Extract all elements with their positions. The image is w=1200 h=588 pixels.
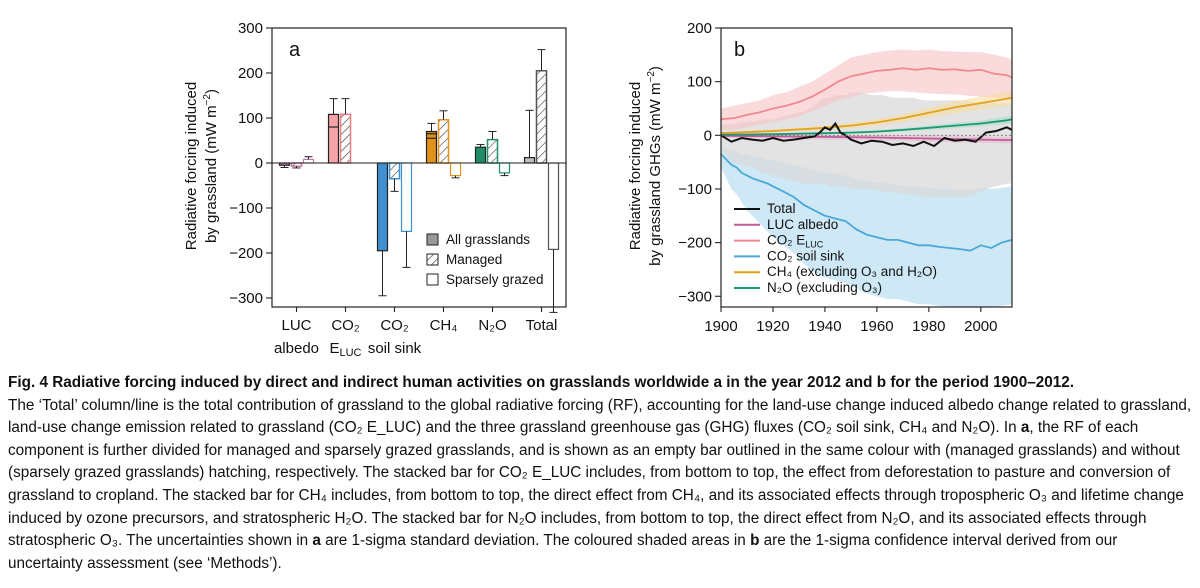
panel-a-axes: −300 −200 −100 0 100 200 300: [229, 20, 567, 312]
panel-b-frame: [720, 27, 1013, 308]
bar-hatch-4: [488, 140, 497, 163]
panel-a-ylabel: Radiative forcing induced by grassland (…: [183, 82, 220, 250]
x-tick-label: 2000: [964, 318, 997, 335]
bar-3-0: [425, 130, 438, 164]
panel-a-xlabels: LUC albedo CO₂ ELUC CO₂ soil sink CH₄ N₂O Total: [274, 317, 557, 359]
figure-caption: Fig. 4 Radiative forcing induced by dire…: [8, 372, 1196, 575]
caption-bold-a-2: a: [312, 532, 321, 550]
bar-hatch-0: [292, 163, 301, 166]
panel-b-ylabel: Radiative forcing induced by grassland G…: [627, 66, 664, 266]
caption-paragraph-2: the RF of each component is further divi…: [8, 419, 1184, 550]
y-tick-label: 0: [255, 155, 263, 172]
y-tick-label: −200: [678, 235, 712, 252]
legend-swatch: [426, 233, 439, 246]
legend-label: LUC albedo: [767, 217, 838, 232]
bar-2-0: [376, 162, 389, 252]
bar-hatch-5: [537, 71, 546, 163]
x-tick-label: 1900: [704, 318, 737, 335]
legend-swatch: [426, 273, 439, 286]
bar-4-0: [474, 146, 487, 164]
x-tick-label: 1960: [860, 318, 893, 335]
y-tick-label: 100: [687, 74, 712, 91]
x-tick-label-line1: CO₂: [331, 317, 360, 334]
legend-swatch: [426, 253, 439, 266]
x-tick-label-line1: N₂O: [478, 317, 506, 334]
legend-label: CH₄ (excluding O₃ and H₂O): [767, 264, 937, 279]
y-tick-label: 200: [687, 20, 712, 37]
confidence-band-0: [721, 92, 1012, 197]
confidence-band-4: [721, 90, 1012, 135]
x-tick-label-line1: CH₄: [430, 317, 458, 334]
panel-b-ylabel-line1: Radiative forcing induced: [627, 82, 644, 250]
y-tick-label: −100: [229, 200, 263, 217]
x-tick-label-line1: LUC: [281, 317, 311, 334]
bar-3-2: [449, 162, 462, 177]
bar-hatch-2: [390, 163, 399, 179]
panel-a-frame: [271, 27, 567, 308]
bar-5-2: [547, 162, 560, 251]
series-line-3: [720, 153, 1013, 252]
legend-label: CO₂ soil sink: [767, 248, 845, 263]
x-tick-label: 1980: [912, 318, 945, 335]
figure: −300 −200 −100 0 100 200 300 a Radiative forci…: [183, 20, 1013, 359]
x-tick-label: 1920: [756, 318, 789, 335]
y-tick-label: 100: [238, 110, 263, 127]
series-line-4: [720, 96, 1013, 135]
y-tick-label: −200: [229, 245, 263, 262]
panel-b-lines: [720, 67, 1013, 252]
confidence-band-3: [721, 146, 1012, 307]
caption-paragraph-3: are 1-sigma standard deviation. The colo…: [325, 532, 746, 550]
legend-label: N₂O (excluding O₃): [767, 280, 882, 295]
x-tick-label-line1: Total: [526, 317, 558, 334]
panel-b-ylabel-line2: by grassland GHGs (mW m−2): [646, 66, 664, 266]
caption-body: The ‘Total’ column/line is the total con…: [8, 396, 1192, 572]
x-tick-label: 1940: [808, 318, 841, 335]
bar-1-0: [327, 113, 340, 164]
y-tick-label: −300: [678, 288, 712, 305]
panel-a-label: a: [289, 39, 301, 61]
legend-label: Managed: [446, 252, 502, 267]
x-tick-label-line1: CO₂: [380, 317, 409, 334]
bar-4-2: [498, 162, 511, 174]
caption-bold-a-1: a: [1020, 419, 1030, 437]
x-tick-label-line2: albedo: [274, 340, 319, 357]
caption-bold-b: b: [750, 532, 760, 550]
panel-a: −300 −200 −100 0 100 200 300 a Radiative forci…: [183, 20, 567, 359]
caption-title: Fig. 4 Radiative forcing induced by dire…: [8, 374, 1074, 391]
series-line-0: [720, 121, 1013, 148]
panel-a-bars: [278, 49, 560, 313]
legend-label: All grasslands: [446, 232, 530, 247]
legend-label: Total: [767, 201, 796, 216]
y-tick-label: −100: [678, 181, 712, 198]
bar-hatch-1: [341, 115, 350, 163]
bar-2-2: [400, 162, 413, 233]
y-tick-label: 0: [704, 127, 712, 144]
legend-label: Sparsely grazed: [446, 272, 544, 287]
caption-paragraph-1: The ‘Total’ column/line is the total con…: [8, 396, 1192, 437]
bar-5-0: [523, 157, 536, 164]
panel-a-ylabel-line1: Radiative forcing induced: [183, 82, 200, 250]
series-line-5: [720, 118, 1013, 136]
y-tick-label: 300: [238, 20, 263, 37]
panel-a-ylabel-line2: by grassland (mW m−2): [202, 89, 220, 243]
panel-b-label: b: [734, 39, 745, 61]
series-line-1: [720, 134, 1013, 141]
series-line-2: [720, 67, 1013, 121]
y-tick-label: −300: [229, 290, 263, 307]
y-tick-label: 200: [238, 65, 263, 82]
panel-a-legend: All grasslands Managed Sparsely grazed: [426, 232, 544, 287]
bar-hatch-3: [439, 120, 448, 163]
x-tick-label-line2: ELUC: [329, 340, 361, 359]
panel-b: −300 −200 −100 0 100 200 1900 1920 1940 1960 1980 2…: [627, 20, 1013, 335]
caption-paragraph-4: are the 1-sigma confidence interval deri…: [8, 532, 1118, 572]
x-tick-label-line2: soil sink: [368, 340, 422, 357]
panel-b-axes: −300 −200 −100 0 100 200 1900 1920 1940 1960 1980 2…: [678, 20, 1013, 335]
